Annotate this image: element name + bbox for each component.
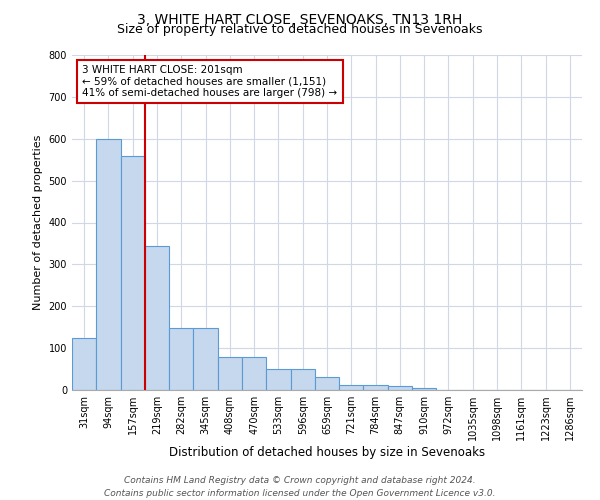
Bar [96, 138, 121, 390]
Bar [388, 386, 412, 390]
Text: Size of property relative to detached houses in Sevenoaks: Size of property relative to detached ho… [117, 22, 483, 36]
Bar [72, 338, 96, 390]
Bar [364, 384, 388, 390]
X-axis label: Distribution of detached houses by size in Sevenoaks: Distribution of detached houses by size … [169, 446, 485, 459]
Bar [315, 378, 339, 390]
Bar [218, 358, 242, 390]
Bar [266, 369, 290, 390]
Bar [242, 358, 266, 390]
Bar [193, 328, 218, 390]
Y-axis label: Number of detached properties: Number of detached properties [33, 135, 43, 310]
Bar [145, 246, 169, 390]
Bar [339, 384, 364, 390]
Text: 3, WHITE HART CLOSE, SEVENOAKS, TN13 1RH: 3, WHITE HART CLOSE, SEVENOAKS, TN13 1RH [137, 12, 463, 26]
Bar [412, 388, 436, 390]
Bar [290, 369, 315, 390]
Bar [169, 328, 193, 390]
Bar [121, 156, 145, 390]
Text: 3 WHITE HART CLOSE: 201sqm
← 59% of detached houses are smaller (1,151)
41% of s: 3 WHITE HART CLOSE: 201sqm ← 59% of deta… [82, 65, 337, 98]
Text: Contains HM Land Registry data © Crown copyright and database right 2024.
Contai: Contains HM Land Registry data © Crown c… [104, 476, 496, 498]
